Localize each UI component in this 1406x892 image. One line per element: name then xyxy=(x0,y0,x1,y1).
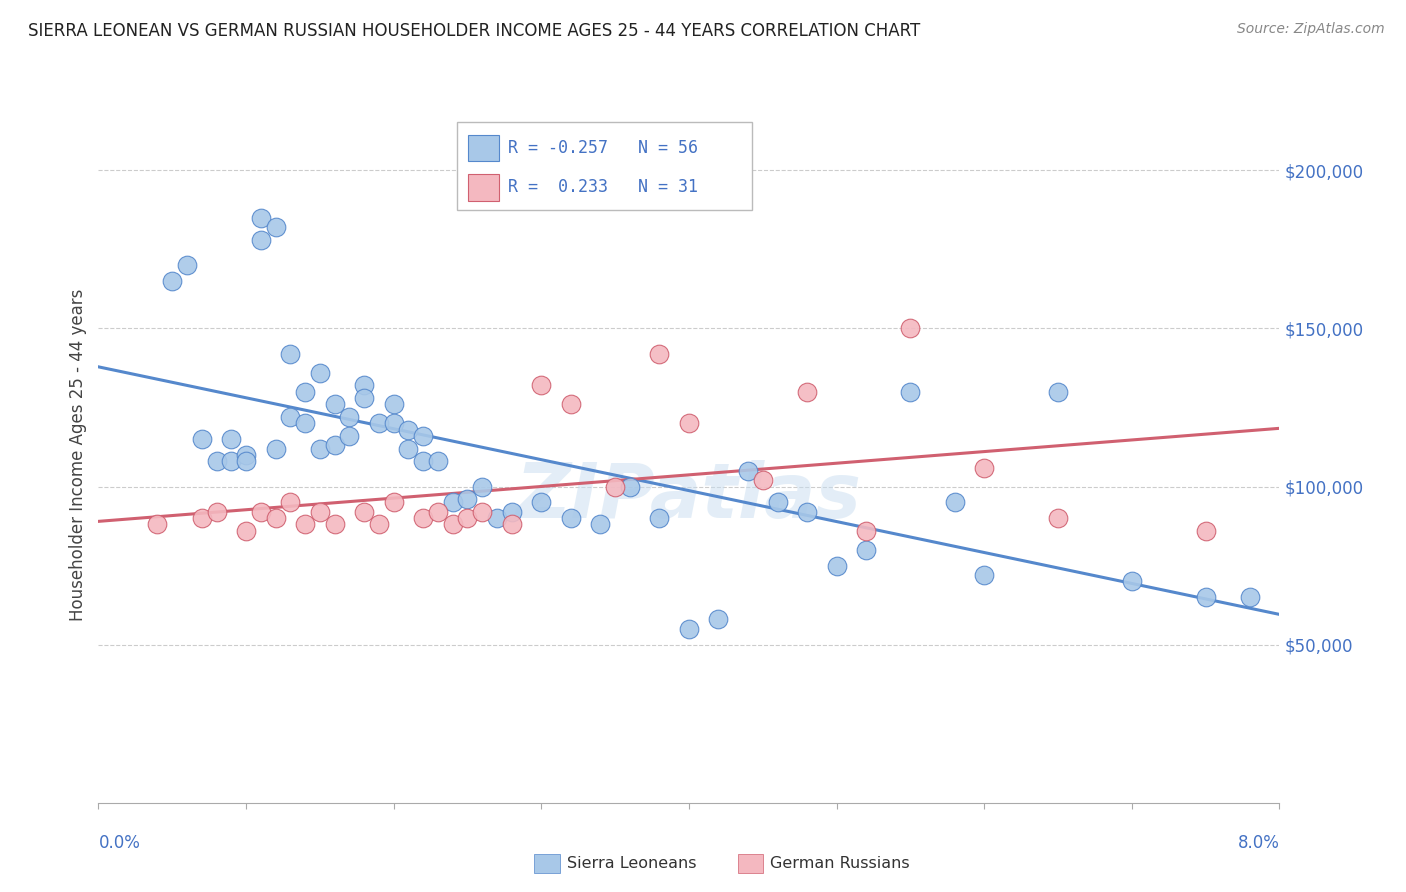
Point xyxy=(751,473,773,487)
Text: SIERRA LEONEAN VS GERMAN RUSSIAN HOUSEHOLDER INCOME AGES 25 - 44 YEARS CORRELATI: SIERRA LEONEAN VS GERMAN RUSSIAN HOUSEHO… xyxy=(28,22,921,40)
Point xyxy=(441,495,464,509)
Point xyxy=(855,524,877,538)
Point xyxy=(294,384,316,399)
Point xyxy=(308,442,332,456)
Point xyxy=(707,612,730,626)
Point xyxy=(855,542,877,557)
Point xyxy=(308,366,332,380)
Y-axis label: Householder Income Ages 25 - 44 years: Householder Income Ages 25 - 44 years xyxy=(69,289,87,621)
Point xyxy=(456,511,478,525)
Point xyxy=(589,517,612,532)
Point xyxy=(678,622,700,636)
Point xyxy=(825,558,848,573)
Point xyxy=(382,397,405,411)
Point xyxy=(353,505,375,519)
Point xyxy=(456,492,478,507)
Point xyxy=(337,409,360,424)
Point xyxy=(1194,591,1216,605)
Point xyxy=(396,423,419,437)
Point xyxy=(367,417,389,431)
Point xyxy=(323,397,346,411)
Point xyxy=(278,495,301,509)
Point xyxy=(278,347,301,361)
Point xyxy=(471,505,494,519)
Point xyxy=(219,432,242,446)
Text: 8.0%: 8.0% xyxy=(1237,834,1279,852)
Point xyxy=(796,384,818,399)
Text: Source: ZipAtlas.com: Source: ZipAtlas.com xyxy=(1237,22,1385,37)
Point xyxy=(191,432,214,446)
Point xyxy=(235,448,257,462)
Point xyxy=(250,233,273,247)
Point xyxy=(278,409,301,424)
Point xyxy=(426,454,449,468)
Point xyxy=(1046,511,1069,525)
Point xyxy=(219,454,242,468)
Point xyxy=(678,417,700,431)
Point xyxy=(648,347,671,361)
Point xyxy=(294,417,316,431)
Point xyxy=(530,495,553,509)
Point xyxy=(353,378,375,392)
Point xyxy=(530,378,553,392)
Point xyxy=(264,442,287,456)
Point xyxy=(191,511,214,525)
Point xyxy=(943,495,966,509)
Point xyxy=(294,517,316,532)
Point xyxy=(1239,591,1261,605)
Point xyxy=(323,517,346,532)
Point xyxy=(337,429,360,443)
Point xyxy=(250,505,273,519)
Point xyxy=(1046,384,1069,399)
Point xyxy=(560,397,582,411)
Point xyxy=(412,454,434,468)
Point xyxy=(426,505,449,519)
Point xyxy=(441,517,464,532)
Point xyxy=(501,505,523,519)
Point xyxy=(396,442,419,456)
Point xyxy=(412,429,434,443)
Point xyxy=(1121,574,1143,589)
Point xyxy=(1194,524,1216,538)
Text: Sierra Leoneans: Sierra Leoneans xyxy=(567,856,696,871)
Point xyxy=(323,438,346,452)
Point xyxy=(796,505,818,519)
Point xyxy=(898,321,921,335)
Point xyxy=(412,511,434,525)
Point xyxy=(205,505,228,519)
Point xyxy=(264,511,287,525)
Point xyxy=(382,417,405,431)
Point xyxy=(176,258,198,272)
Point xyxy=(235,524,257,538)
Point xyxy=(250,211,273,225)
Point xyxy=(264,220,287,235)
Point xyxy=(235,454,257,468)
Point xyxy=(619,479,641,493)
Point xyxy=(205,454,228,468)
Point xyxy=(973,568,995,582)
Point xyxy=(471,479,494,493)
Text: German Russians: German Russians xyxy=(770,856,910,871)
Point xyxy=(560,511,582,525)
Point xyxy=(308,505,332,519)
Point xyxy=(162,274,183,288)
Point xyxy=(353,391,375,405)
Text: R =  0.233   N = 31: R = 0.233 N = 31 xyxy=(508,178,697,196)
Point xyxy=(485,511,508,525)
Point xyxy=(648,511,671,525)
Point xyxy=(501,517,523,532)
Point xyxy=(367,517,389,532)
Point xyxy=(737,464,759,478)
Point xyxy=(146,517,169,532)
Point xyxy=(382,495,405,509)
Text: R = -0.257   N = 56: R = -0.257 N = 56 xyxy=(508,139,697,157)
Text: ZIPatlas: ZIPatlas xyxy=(516,459,862,533)
Text: 0.0%: 0.0% xyxy=(98,834,141,852)
Point xyxy=(766,495,789,509)
Point xyxy=(973,460,995,475)
Point xyxy=(605,479,627,493)
Point xyxy=(898,384,921,399)
